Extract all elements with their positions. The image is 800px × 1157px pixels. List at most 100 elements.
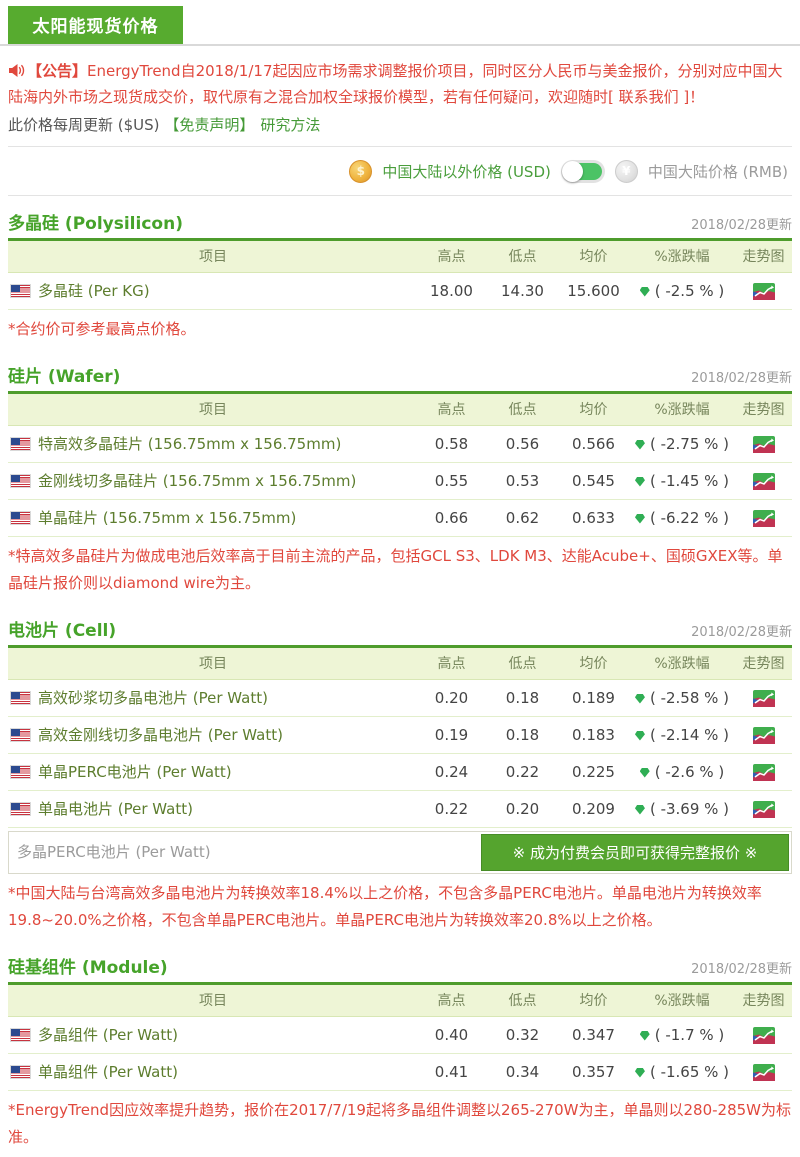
toggle-knob[interactable]	[561, 160, 583, 182]
trend-chart-icon[interactable]	[752, 763, 775, 781]
avg-value: 0.209	[558, 790, 629, 828]
tab-solar-spot-price[interactable]: 太阳能现货价格	[8, 6, 183, 44]
table-row: 高效金刚线切多晶电池片 (Per Watt) 0.19 0.18 0.183 (…	[8, 716, 792, 754]
update-frequency-line: 此价格每周更新 ($US) 【免责声明】 研究方法	[8, 112, 792, 138]
us-flag-icon	[10, 1065, 31, 1079]
section-title: 电池片 (Cell)	[8, 621, 117, 641]
section-header: 电池片 (Cell) 2018/02/28更新	[8, 603, 792, 648]
divider	[8, 146, 792, 147]
item-label: 单晶PERC电池片 (Per Watt)	[38, 763, 232, 781]
page-tab-bar: 太阳能现货价格	[0, 0, 800, 46]
col-change: %涨跌幅	[629, 394, 735, 426]
item-label: 单晶组件 (Per Watt)	[38, 1063, 178, 1081]
polysilicon-table: 项目 高点 低点 均价 %涨跌幅 走势图 多晶硅 (Per KG) 18.00 …	[8, 241, 792, 310]
trend-chart-icon[interactable]	[752, 726, 775, 744]
trend-chart-icon[interactable]	[752, 282, 775, 300]
disclaimer-link[interactable]: 【免责声明】	[164, 116, 255, 134]
col-trend: 走势图	[735, 648, 792, 680]
down-arrow-icon	[634, 730, 645, 741]
us-flag-icon	[10, 802, 31, 816]
trend-chart-icon[interactable]	[752, 435, 775, 453]
col-high: 高点	[416, 394, 487, 426]
table-header-row: 项目 高点 低点 均价 %涨跌幅 走势图	[8, 648, 792, 680]
us-flag-icon	[10, 511, 31, 525]
table-row: 单晶组件 (Per Watt) 0.41 0.34 0.357 ( -1.65 …	[8, 1053, 792, 1091]
table-header-row: 项目 高点 低点 均价 %涨跌幅 走势图	[8, 985, 792, 1017]
item-label: 特高效多晶硅片 (156.75mm x 156.75mm)	[38, 435, 342, 453]
col-trend: 走势图	[735, 241, 792, 273]
us-flag-icon	[10, 728, 31, 742]
section-polysilicon: 多晶硅 (Polysilicon) 2018/02/28更新 项目 高点 低点 …	[8, 196, 792, 349]
high-value: 0.19	[416, 716, 487, 754]
item-label: 高效金刚线切多晶电池片 (Per Watt)	[38, 726, 283, 744]
col-change: %涨跌幅	[629, 985, 735, 1017]
change-value: ( -1.7 % )	[654, 1025, 725, 1044]
table-row: 高效砂浆切多晶电池片 (Per Watt) 0.20 0.18 0.189 ( …	[8, 679, 792, 717]
col-low: 低点	[487, 394, 558, 426]
change-value: ( -1.45 % )	[649, 471, 730, 490]
down-arrow-icon	[639, 1030, 650, 1041]
avg-value: 0.189	[558, 679, 629, 717]
updated-date: 2018/02/28更新	[691, 962, 792, 977]
down-arrow-icon	[639, 286, 650, 297]
us-flag-icon	[10, 1028, 31, 1042]
updated-date: 2018/02/28更新	[691, 218, 792, 233]
low-value: 0.32	[487, 1016, 558, 1054]
section-header: 硅基组件 (Module) 2018/02/28更新	[8, 940, 792, 985]
us-flag-icon	[10, 474, 31, 488]
table-row: 特高效多晶硅片 (156.75mm x 156.75mm) 0.58 0.56 …	[8, 425, 792, 463]
item-label: 多晶组件 (Per Watt)	[38, 1026, 178, 1044]
col-item: 项目	[8, 985, 416, 1017]
col-change: %涨跌幅	[629, 648, 735, 680]
trend-chart-icon[interactable]	[752, 1026, 775, 1044]
col-low: 低点	[487, 985, 558, 1017]
down-arrow-icon	[634, 476, 645, 487]
divider	[8, 195, 792, 196]
change-value: ( -2.14 % )	[649, 725, 730, 744]
research-method-link[interactable]: 研究方法	[260, 116, 321, 134]
high-value: 0.55	[416, 462, 487, 500]
item-label: 金刚线切多晶硅片 (156.75mm x 156.75mm)	[38, 472, 357, 490]
updated-date: 2018/02/28更新	[691, 371, 792, 386]
col-item: 项目	[8, 241, 416, 273]
currency-toggle-switch[interactable]	[560, 159, 605, 183]
trend-chart-icon[interactable]	[752, 1063, 775, 1081]
member-signup-banner[interactable]: ※ 成为付费会员即可获得完整报价 ※	[481, 834, 789, 871]
us-flag-icon	[10, 691, 31, 705]
trend-chart-icon[interactable]	[752, 509, 775, 527]
updated-date: 2018/02/28更新	[691, 625, 792, 640]
high-value: 18.00	[416, 272, 487, 310]
low-value: 0.62	[487, 499, 558, 537]
low-value: 0.18	[487, 679, 558, 717]
high-value: 0.20	[416, 679, 487, 717]
announcement-suffix: ！	[689, 88, 705, 106]
low-value: 0.18	[487, 716, 558, 754]
avg-value: 15.600	[558, 272, 629, 310]
down-arrow-icon	[634, 804, 645, 815]
high-value: 0.40	[416, 1016, 487, 1054]
cell-table: 项目 高点 低点 均价 %涨跌幅 走势图 高效砂浆切多晶电池片 (Per Wat…	[8, 648, 792, 828]
section-note: *特高效多晶硅片为做成电池后效率高于目前主流的产品，包括GCL S3、LDK M…	[8, 547, 783, 592]
col-trend: 走势图	[735, 985, 792, 1017]
trend-chart-icon[interactable]	[752, 689, 775, 707]
avg-value: 0.566	[558, 425, 629, 463]
locked-perc-row: 多晶PERC电池片 (Per Watt) ※ 成为付费会员即可获得完整报价 ※	[8, 831, 792, 874]
high-value: 0.58	[416, 425, 487, 463]
change-value: ( -2.58 % )	[649, 688, 730, 707]
trend-chart-icon[interactable]	[752, 472, 775, 490]
section-note: *合约价可参考最高点价格。	[8, 320, 196, 338]
table-row: 单晶PERC电池片 (Per Watt) 0.24 0.22 0.225 ( -…	[8, 753, 792, 791]
table-row: 单晶硅片 (156.75mm x 156.75mm) 0.66 0.62 0.6…	[8, 499, 792, 537]
change-value: ( -1.65 % )	[649, 1062, 730, 1081]
contact-us-link[interactable]: [ 联系我们 ]	[608, 88, 690, 106]
col-avg: 均价	[558, 985, 629, 1017]
table-row: 金刚线切多晶硅片 (156.75mm x 156.75mm) 0.55 0.53…	[8, 462, 792, 500]
announcement-prefix: 【公告】	[27, 62, 88, 80]
avg-value: 0.347	[558, 1016, 629, 1054]
trend-chart-icon[interactable]	[752, 800, 775, 818]
low-value: 0.20	[487, 790, 558, 828]
down-arrow-icon	[634, 1067, 645, 1078]
col-avg: 均价	[558, 241, 629, 273]
down-arrow-icon	[639, 767, 650, 778]
yuan-coin-icon: ¥	[614, 159, 638, 183]
